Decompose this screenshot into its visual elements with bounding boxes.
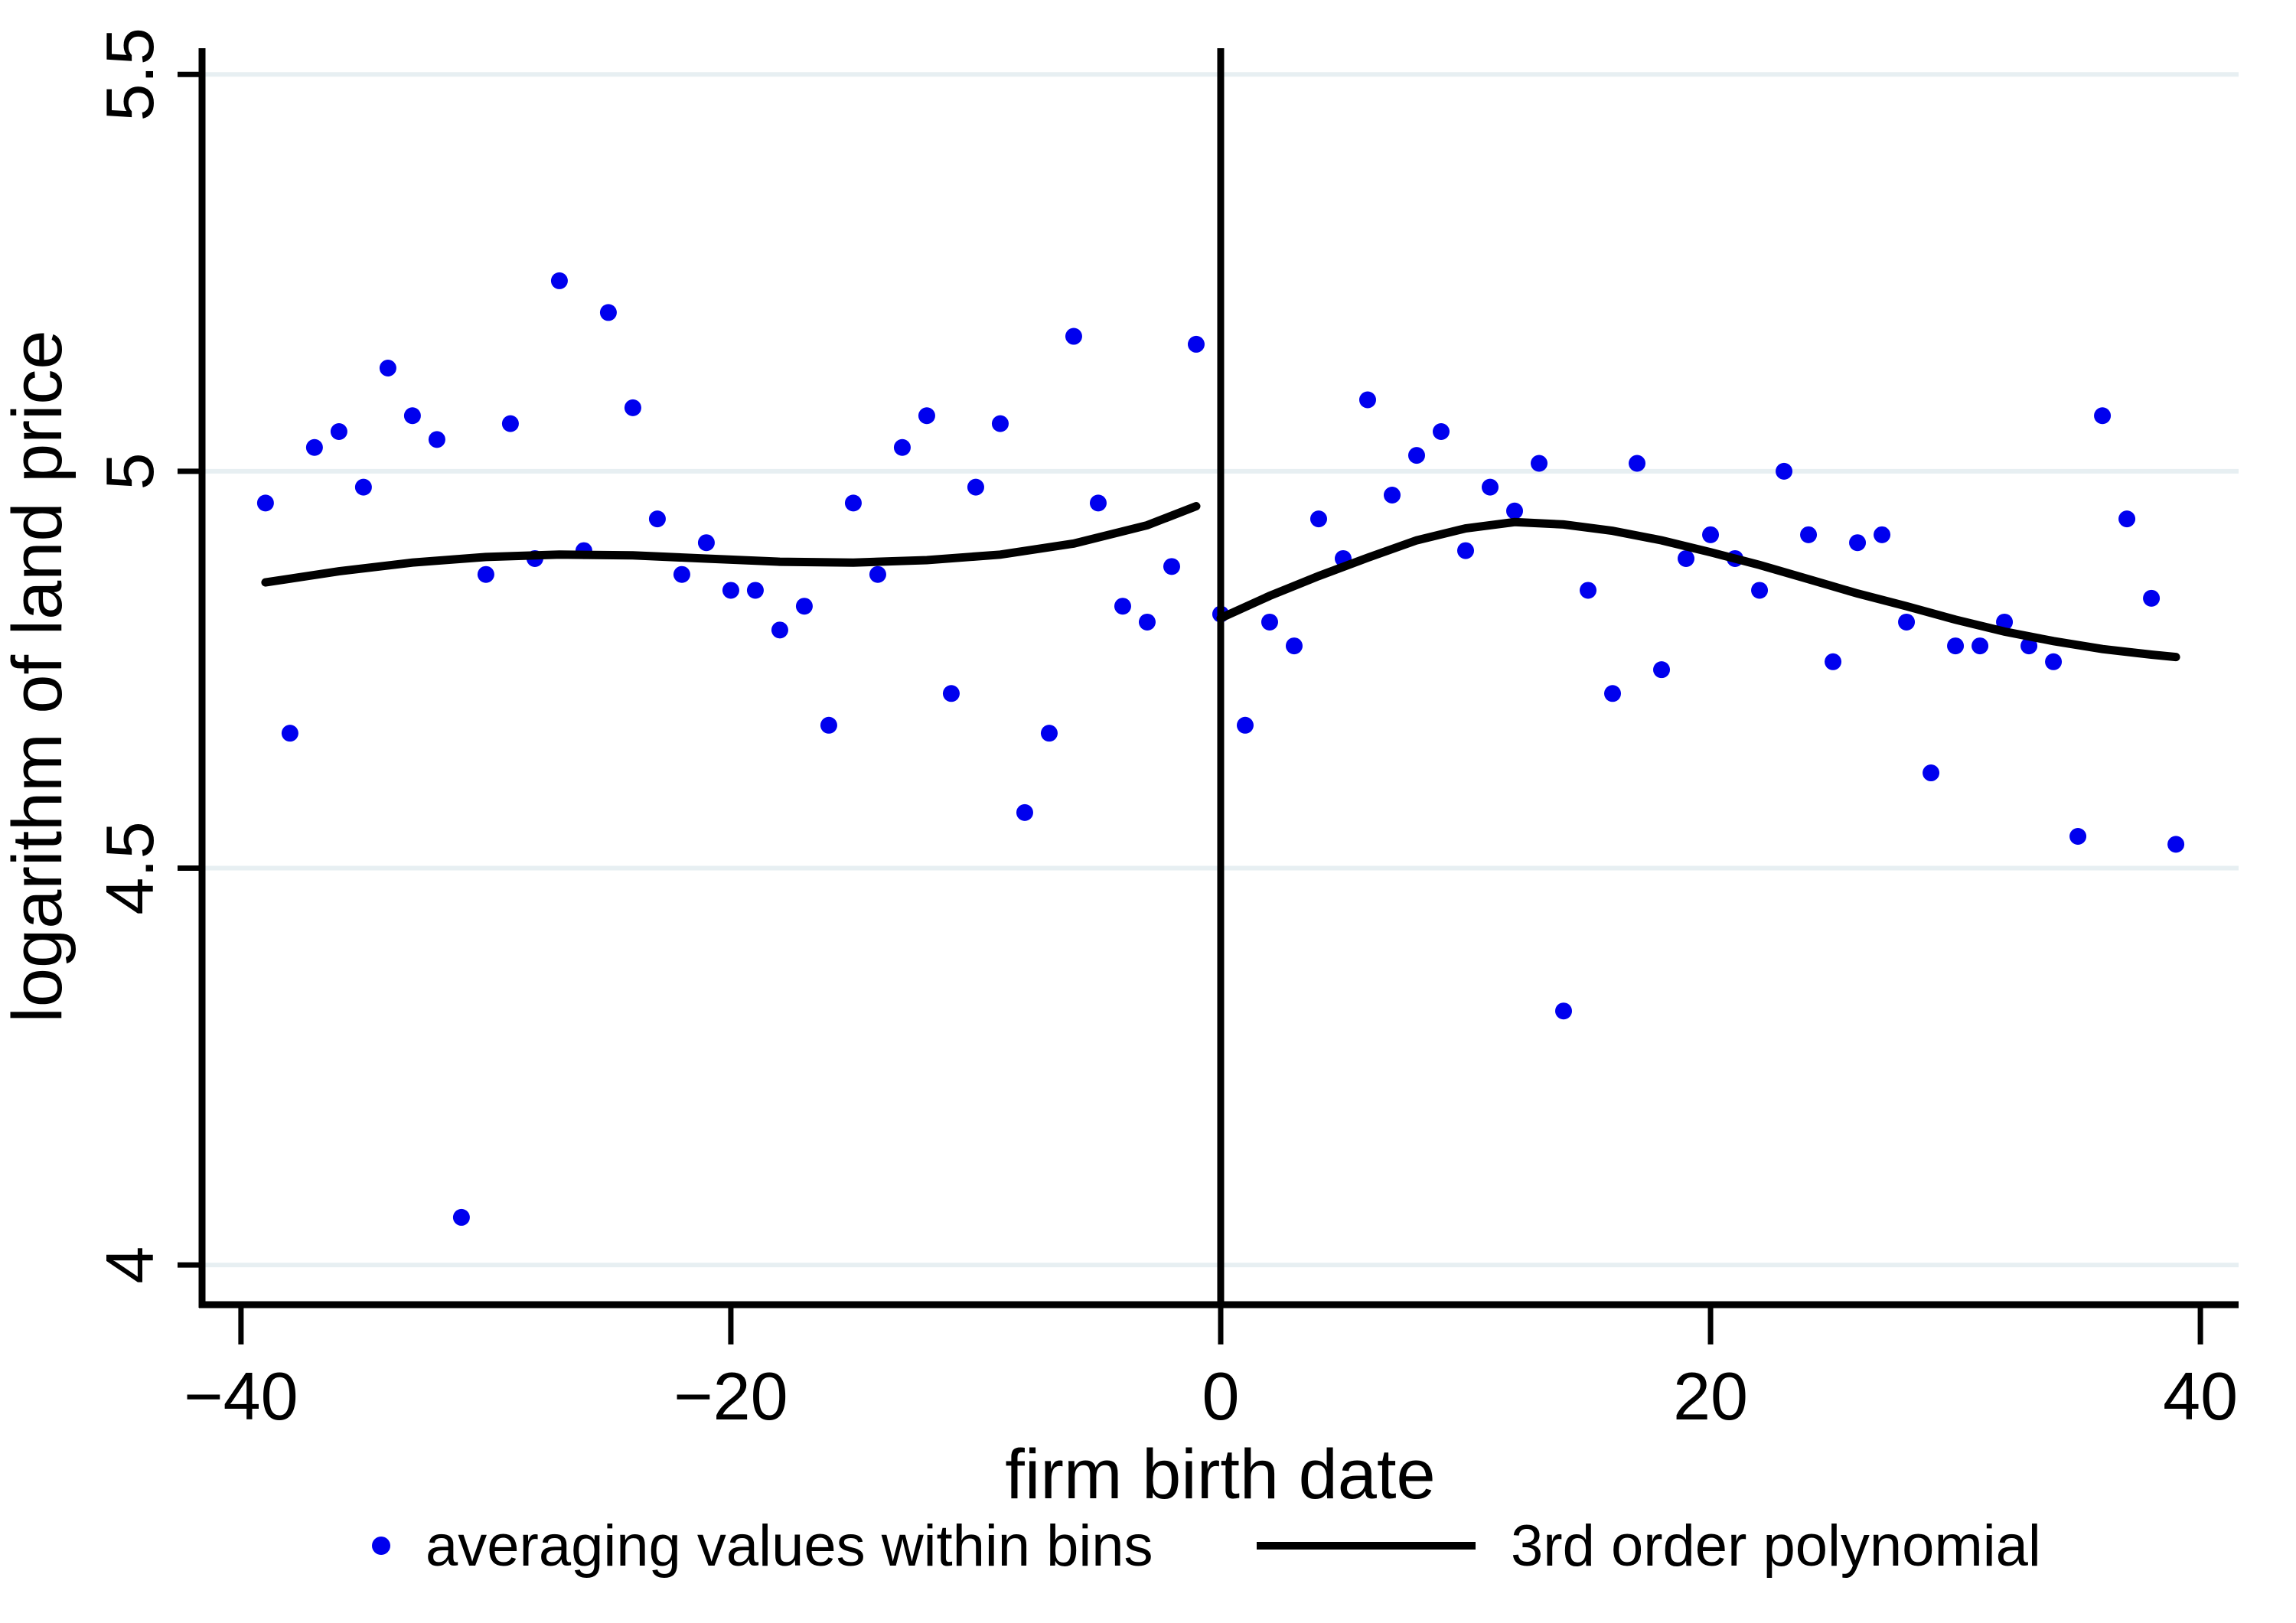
legend-dot-marker bbox=[372, 1537, 390, 1555]
data-point bbox=[893, 438, 911, 456]
data-point bbox=[2143, 589, 2161, 607]
data-point bbox=[1947, 637, 1965, 655]
data-point bbox=[1040, 725, 1058, 742]
data-point bbox=[1555, 1002, 1573, 1020]
data-point bbox=[354, 478, 372, 496]
data-point bbox=[1457, 542, 1475, 559]
data-point bbox=[1309, 510, 1327, 528]
data-point bbox=[1849, 534, 1867, 552]
data-point bbox=[624, 399, 641, 416]
data-point bbox=[1358, 391, 1376, 409]
fit-curve-left bbox=[261, 502, 1201, 587]
data-point bbox=[1236, 716, 1254, 734]
data-point bbox=[1898, 613, 1916, 631]
y-tick-label: 5 bbox=[92, 452, 168, 490]
x-tick-label: −40 bbox=[184, 1358, 298, 1434]
data-point bbox=[2118, 510, 2136, 528]
data-point bbox=[501, 415, 519, 432]
data-point bbox=[281, 725, 298, 742]
y-tick-label: 5.5 bbox=[92, 28, 168, 121]
data-point bbox=[2094, 407, 2112, 425]
data-point bbox=[648, 510, 666, 528]
x-axis-title: firm birth date bbox=[1005, 1436, 1435, 1514]
data-point bbox=[1629, 455, 1646, 472]
legend-label-poly: 3rd order polynomial bbox=[1511, 1514, 2041, 1579]
data-point bbox=[305, 438, 323, 456]
data-point bbox=[722, 582, 739, 599]
x-tick-label: 0 bbox=[1202, 1358, 1240, 1434]
y-tick-label: 4.5 bbox=[92, 821, 168, 914]
data-point bbox=[1580, 582, 1597, 599]
data-point bbox=[1653, 661, 1671, 679]
data-point bbox=[1971, 637, 1989, 655]
data-point bbox=[2020, 637, 2038, 655]
data-point bbox=[1285, 637, 1303, 655]
data-point bbox=[1065, 328, 1082, 345]
data-point bbox=[1874, 526, 1891, 543]
x-tick-label: 20 bbox=[1673, 1358, 1748, 1434]
data-point bbox=[1800, 526, 1818, 543]
data-point bbox=[1089, 494, 1107, 512]
y-axis-title: logarithm of land price bbox=[0, 330, 77, 1022]
data-point bbox=[1604, 685, 1622, 702]
data-point bbox=[673, 565, 690, 583]
data-point bbox=[942, 685, 960, 702]
data-point bbox=[1383, 486, 1401, 504]
data-point bbox=[428, 431, 445, 448]
data-point bbox=[1506, 502, 1524, 520]
data-point bbox=[1923, 764, 1940, 782]
data-point bbox=[477, 565, 494, 583]
x-tick-label: 40 bbox=[2163, 1358, 2238, 1434]
data-point bbox=[918, 407, 935, 425]
data-point bbox=[1016, 803, 1033, 821]
data-point bbox=[452, 1208, 470, 1226]
data-point bbox=[1187, 335, 1205, 353]
data-point bbox=[1776, 462, 1793, 480]
data-point bbox=[599, 304, 617, 321]
data-point bbox=[746, 582, 764, 599]
x-tick-label: −20 bbox=[673, 1358, 788, 1434]
data-point bbox=[795, 598, 813, 615]
data-point bbox=[2167, 836, 2185, 853]
y-axis-ticks: 4 4.5 5 5.5 bbox=[92, 28, 202, 1284]
data-point bbox=[1678, 549, 1695, 567]
fit-curve-right bbox=[1216, 517, 2180, 662]
y-tick-label: 4 bbox=[92, 1247, 168, 1284]
data-point bbox=[2045, 653, 2063, 670]
data-point bbox=[1114, 598, 1131, 615]
data-point bbox=[1825, 653, 1842, 670]
legend-label-bins: averaging values within bins bbox=[426, 1514, 1153, 1579]
data-point bbox=[967, 478, 984, 496]
data-point bbox=[697, 534, 715, 552]
data-point bbox=[330, 423, 347, 441]
data-point bbox=[869, 565, 886, 583]
data-point bbox=[550, 272, 568, 289]
data-point bbox=[403, 407, 421, 425]
legend: averaging values within bins 3rd order p… bbox=[372, 1514, 2041, 1579]
data-point bbox=[844, 494, 862, 512]
data-point bbox=[1482, 478, 1499, 496]
x-axis-ticks: −40 −20 0 20 40 bbox=[184, 1305, 2238, 1434]
data-point bbox=[1407, 447, 1425, 464]
polynomial-curves bbox=[261, 502, 2180, 662]
data-point bbox=[1531, 455, 1548, 472]
data-point bbox=[256, 494, 274, 512]
data-point bbox=[1433, 423, 1450, 441]
data-point bbox=[379, 360, 396, 377]
data-point bbox=[1702, 526, 1720, 543]
data-point bbox=[1261, 613, 1278, 631]
data-point bbox=[1163, 558, 1180, 575]
data-point bbox=[820, 716, 837, 734]
data-point bbox=[1751, 582, 1769, 599]
data-point bbox=[991, 415, 1009, 432]
data-point bbox=[1138, 613, 1156, 631]
data-point bbox=[2069, 828, 2087, 846]
data-point bbox=[771, 621, 788, 639]
